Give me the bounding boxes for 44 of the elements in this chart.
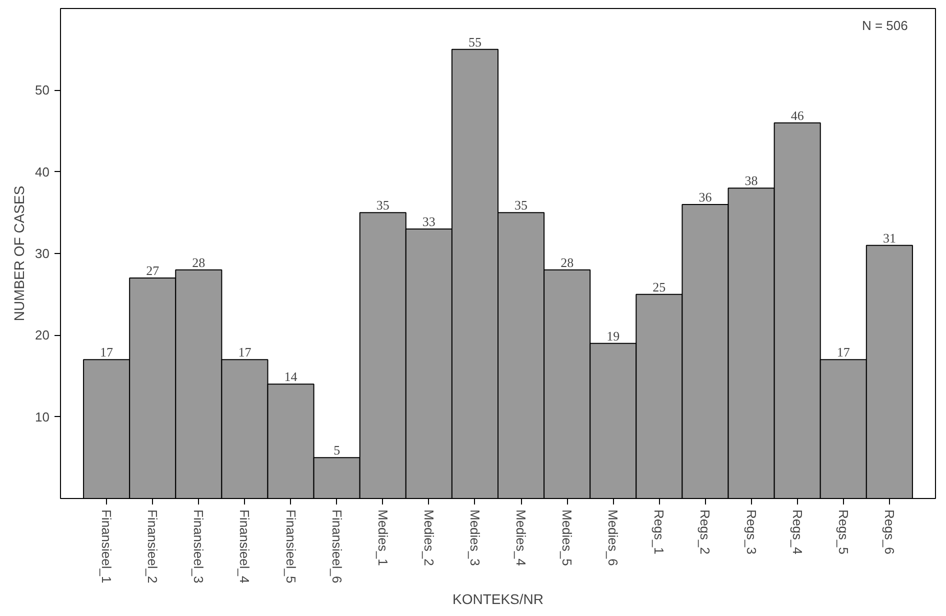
y-tick-label: 30 <box>35 246 50 261</box>
x-tick-label: Medies_4 <box>514 510 529 566</box>
x-tick-label: Medies_1 <box>375 510 390 566</box>
data-label: 17 <box>836 344 850 360</box>
x-tick-label: Regs_1 <box>652 510 667 554</box>
data-label: 19 <box>606 328 620 344</box>
x-tick-label: Regs_4 <box>790 510 805 554</box>
data-label: 28 <box>560 254 574 270</box>
y-tick-label: 40 <box>35 164 50 180</box>
data-label: 35 <box>514 198 528 213</box>
data-label: 38 <box>744 173 758 188</box>
data-label: 28 <box>192 254 206 270</box>
x-tick-label: Medies_2 <box>421 510 436 566</box>
x-tick-label: Regs_6 <box>882 510 897 554</box>
y-tick-label: 10 <box>35 409 50 424</box>
x-tick-label: Regs_5 <box>836 510 851 554</box>
x-tick-label: Medies_3 <box>467 510 482 566</box>
x-axis-title: KONTEKS/NR <box>452 591 544 608</box>
x-tick-label: Finansieel_5 <box>283 510 298 584</box>
annotation: N = 506 <box>862 18 908 33</box>
data-label: 31 <box>882 230 896 246</box>
data-label: 25 <box>652 279 666 294</box>
x-tick-label: Finansieel_1 <box>99 510 114 584</box>
x-tick-label: Regs_3 <box>744 510 759 554</box>
data-label: 17 <box>238 344 252 360</box>
data-label: 35 <box>376 198 390 213</box>
y-tick-label: 20 <box>35 328 50 343</box>
x-tick-label: Finansieel_4 <box>237 510 252 584</box>
data-label: 46 <box>790 108 804 123</box>
data-label: 17 <box>100 344 114 360</box>
x-tick-label: Finansieel_3 <box>191 510 206 584</box>
data-label: 27 <box>146 263 160 278</box>
data-label: 36 <box>698 190 712 204</box>
x-tick-label: Finansieel_2 <box>145 510 160 584</box>
data-label: 55 <box>468 34 482 50</box>
x-tick-label: Medies_6 <box>606 510 621 566</box>
x-tick-label: Finansieel_6 <box>329 510 344 584</box>
data-label: 5 <box>334 442 340 458</box>
y-axis-title: NUMBER OF CASES <box>11 186 28 322</box>
data-label: 33 <box>422 214 436 229</box>
y-tick-label: 50 <box>35 82 50 98</box>
x-tick-label: Regs_2 <box>698 510 713 554</box>
x-tick-label: Medies_5 <box>560 510 575 566</box>
data-label: 14 <box>284 369 298 384</box>
